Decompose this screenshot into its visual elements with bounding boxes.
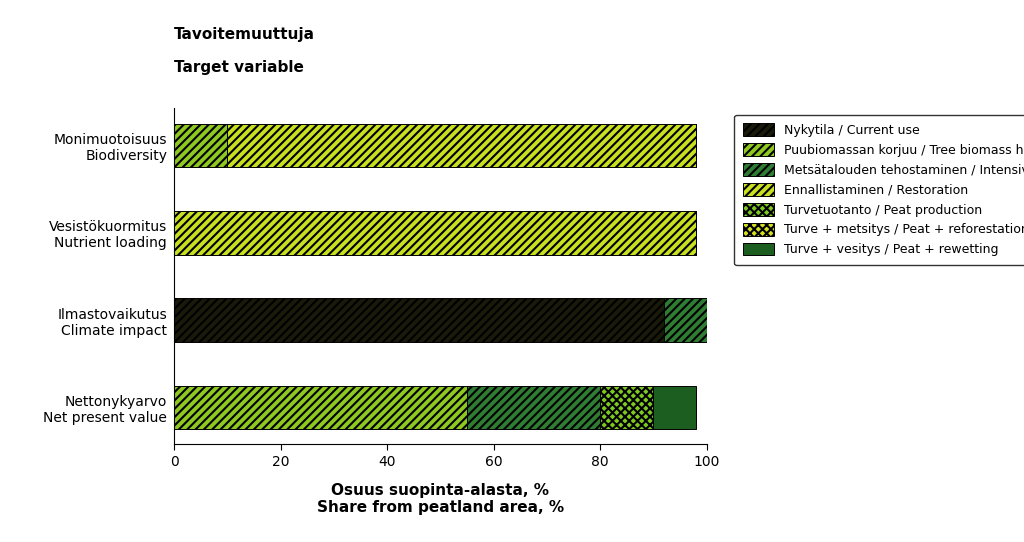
X-axis label: Osuus suopinta-alasta, %
Share from peatland area, %: Osuus suopinta-alasta, % Share from peat… [316, 483, 564, 515]
Bar [653, 385, 696, 429]
Bar [174, 211, 696, 255]
Bar [600, 385, 653, 429]
Bar [467, 385, 600, 429]
Text: Target variable: Target variable [174, 60, 304, 75]
Bar [174, 385, 467, 429]
Bar [664, 298, 707, 342]
Bar [227, 124, 696, 167]
Legend: Nykytila / Current use, Puubiomassan korjuu / Tree biomass harvesting, Metsätalo: Nykytila / Current use, Puubiomassan kor… [734, 115, 1024, 265]
Text: Tavoitemuuttuja: Tavoitemuuttuja [174, 27, 315, 42]
Bar [174, 124, 227, 167]
Bar [174, 298, 664, 342]
